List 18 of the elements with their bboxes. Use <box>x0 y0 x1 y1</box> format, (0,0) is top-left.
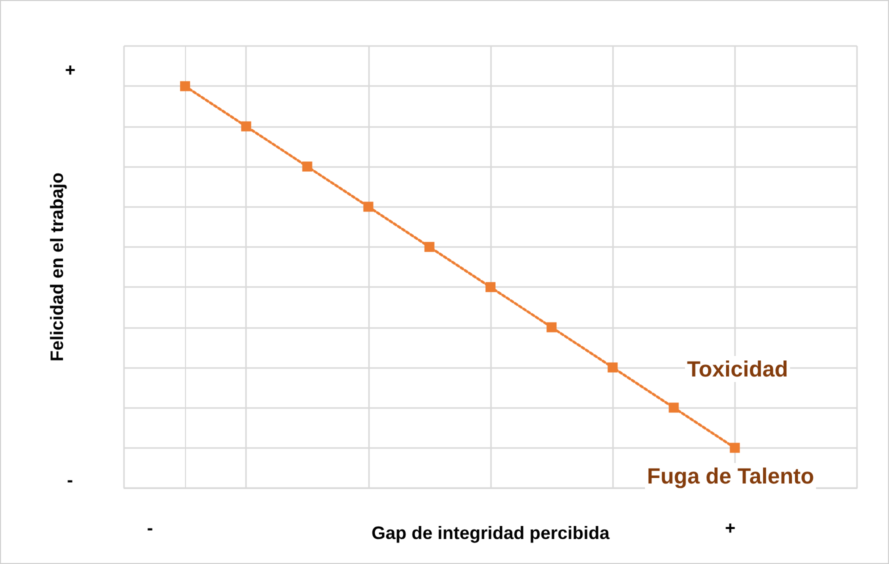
point <box>424 242 434 252</box>
text: - <box>147 518 153 538</box>
text: + <box>725 518 736 538</box>
point <box>730 442 740 453</box>
y-axis-title: Felicidad en el trabajo <box>47 172 67 362</box>
point <box>668 402 679 413</box>
point <box>363 202 374 212</box>
text: - <box>67 470 73 490</box>
annotation: Toxicidad <box>687 356 788 382</box>
point <box>241 121 252 132</box>
point <box>608 362 618 372</box>
point <box>546 322 557 332</box>
point <box>302 162 312 172</box>
point <box>180 81 190 92</box>
annotation: Fuga de Talento <box>647 464 814 488</box>
x-axis-title: Gap de integridad percibida <box>371 523 611 543</box>
text: + <box>65 60 76 80</box>
point <box>486 282 496 292</box>
